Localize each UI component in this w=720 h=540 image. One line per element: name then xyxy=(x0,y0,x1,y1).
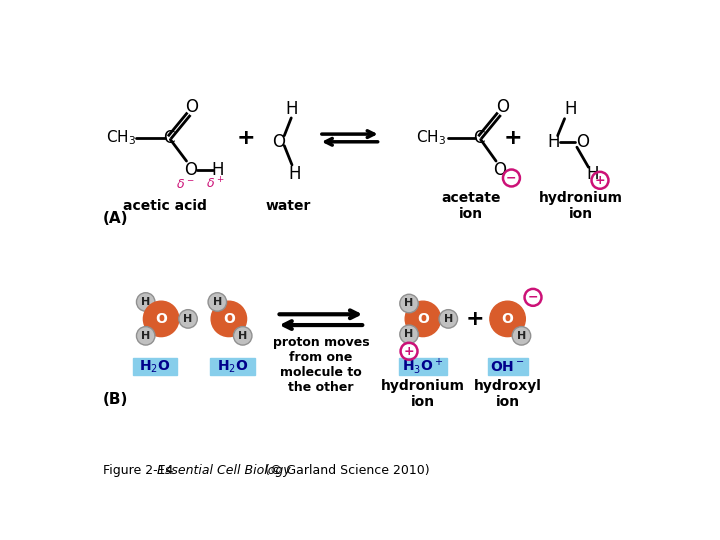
Circle shape xyxy=(143,301,179,336)
Text: O: O xyxy=(156,312,167,326)
Text: O: O xyxy=(576,133,589,151)
Text: H: H xyxy=(444,314,453,324)
FancyBboxPatch shape xyxy=(487,358,528,375)
Text: H: H xyxy=(212,297,222,307)
Circle shape xyxy=(439,309,457,328)
Text: H: H xyxy=(564,100,577,118)
Text: −: − xyxy=(506,172,517,185)
Text: +: + xyxy=(404,345,414,357)
Text: water: water xyxy=(266,199,311,213)
Text: Essential Cell Biology: Essential Cell Biology xyxy=(157,464,291,477)
FancyBboxPatch shape xyxy=(399,358,447,375)
Circle shape xyxy=(400,294,418,313)
Circle shape xyxy=(211,301,246,336)
Text: H: H xyxy=(184,314,193,324)
Text: H: H xyxy=(141,331,150,341)
Text: hydroxyl
ion: hydroxyl ion xyxy=(474,379,541,409)
Text: O: O xyxy=(223,312,235,326)
Circle shape xyxy=(179,309,197,328)
Text: H$_2$O: H$_2$O xyxy=(217,359,248,375)
Circle shape xyxy=(405,301,441,336)
FancyBboxPatch shape xyxy=(210,358,255,375)
Text: C: C xyxy=(163,129,174,147)
Text: Figure 2-14: Figure 2-14 xyxy=(102,464,181,477)
Text: H: H xyxy=(141,297,150,307)
Text: proton moves
from one
molecule to
the other: proton moves from one molecule to the ot… xyxy=(273,336,369,394)
Circle shape xyxy=(490,301,526,336)
Text: H: H xyxy=(517,331,526,341)
Circle shape xyxy=(208,293,227,311)
Text: CH$_3$: CH$_3$ xyxy=(415,129,446,147)
Text: H: H xyxy=(547,133,560,151)
Text: +: + xyxy=(504,128,522,148)
Text: +: + xyxy=(465,309,484,329)
Text: C: C xyxy=(473,129,485,147)
Text: H: H xyxy=(288,165,300,183)
Text: +: + xyxy=(236,128,255,148)
Text: O: O xyxy=(184,161,197,179)
Circle shape xyxy=(512,327,531,345)
Circle shape xyxy=(233,327,252,345)
Text: (B): (B) xyxy=(102,392,128,407)
Text: CH$_3$: CH$_3$ xyxy=(106,129,136,147)
Text: hydronium
ion: hydronium ion xyxy=(539,191,623,221)
Text: H: H xyxy=(238,331,248,341)
Text: OH$^-$: OH$^-$ xyxy=(490,360,525,374)
Text: acetate
ion: acetate ion xyxy=(441,191,501,221)
Text: (A): (A) xyxy=(102,211,128,226)
Text: H: H xyxy=(405,299,414,308)
Text: −: − xyxy=(528,291,539,304)
Text: +: + xyxy=(595,174,606,187)
Text: $\delta^+$: $\delta^+$ xyxy=(206,177,225,192)
Text: O: O xyxy=(502,312,513,326)
Text: H: H xyxy=(286,100,298,118)
Text: $\delta^-$: $\delta^-$ xyxy=(176,178,195,191)
Circle shape xyxy=(137,293,155,311)
Circle shape xyxy=(400,325,418,343)
Text: (© Garland Science 2010): (© Garland Science 2010) xyxy=(261,464,430,477)
Text: H$_2$O: H$_2$O xyxy=(139,359,171,375)
Text: acetic acid: acetic acid xyxy=(123,199,207,213)
Text: H: H xyxy=(405,329,414,339)
Text: hydronium
ion: hydronium ion xyxy=(381,379,465,409)
Text: O: O xyxy=(492,161,505,179)
Text: O: O xyxy=(417,312,429,326)
Text: O: O xyxy=(272,133,285,151)
Text: O: O xyxy=(495,98,509,116)
Text: H: H xyxy=(212,161,225,179)
Text: H: H xyxy=(586,165,598,183)
Circle shape xyxy=(137,327,155,345)
Text: H$_3$O$^+$: H$_3$O$^+$ xyxy=(402,357,444,376)
FancyBboxPatch shape xyxy=(132,358,177,375)
Text: O: O xyxy=(186,98,199,116)
